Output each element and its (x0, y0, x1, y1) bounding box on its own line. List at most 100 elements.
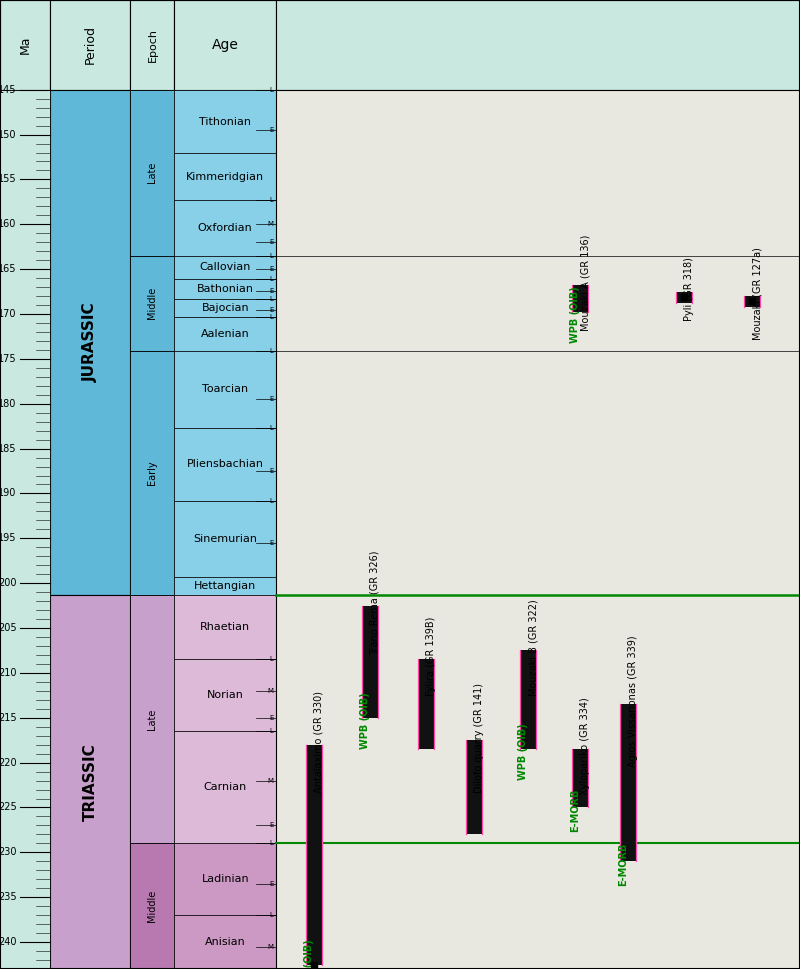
Text: 220: 220 (0, 758, 17, 767)
Bar (174, 843, 276, 915)
Text: Trano Rema (GR 326): Trano Rema (GR 326) (370, 550, 380, 655)
Text: 200: 200 (0, 578, 17, 588)
Text: WPB (OIB): WPB (OIB) (304, 939, 314, 969)
Text: Mouzaki B (GR 322): Mouzaki B (GR 322) (528, 600, 538, 696)
Text: 170: 170 (0, 309, 17, 319)
Text: Pyli (GR 318): Pyli (GR 318) (684, 257, 694, 321)
Bar (0, 0, 50, 90)
Text: Bathonian: Bathonian (197, 284, 254, 294)
Text: E: E (270, 881, 274, 887)
Text: E: E (270, 540, 274, 546)
Text: Hettangian: Hettangian (194, 580, 256, 591)
Text: Tithonian: Tithonian (199, 116, 251, 127)
Text: 190: 190 (0, 488, 17, 498)
Text: Late: Late (147, 162, 158, 183)
Text: Epoch: Epoch (147, 28, 158, 62)
Text: Ma: Ma (18, 36, 32, 54)
Bar (276, 90, 800, 969)
Text: E: E (270, 396, 274, 402)
Bar (174, 298, 276, 317)
Text: 240: 240 (0, 937, 17, 947)
Text: WPB (OIB): WPB (OIB) (360, 692, 370, 749)
Bar (174, 90, 276, 153)
Text: Toarcian: Toarcian (202, 385, 248, 394)
Text: L: L (270, 498, 274, 504)
Bar (130, 595, 174, 843)
Text: 230: 230 (0, 847, 17, 858)
Text: L: L (270, 296, 274, 301)
Bar (50, 90, 130, 595)
Bar (418, 660, 434, 749)
Text: L: L (270, 276, 274, 282)
Text: L: L (270, 425, 274, 431)
Text: Xylopariko (GR 334): Xylopariko (GR 334) (580, 698, 590, 796)
Bar (174, 501, 276, 577)
Bar (174, 200, 276, 256)
Text: L: L (270, 729, 274, 735)
Text: E: E (270, 306, 274, 313)
Bar (174, 0, 276, 90)
Text: E-MORB: E-MORB (570, 789, 580, 831)
Text: 180: 180 (0, 399, 17, 409)
Text: E: E (270, 468, 274, 474)
Text: Late: Late (147, 708, 158, 730)
Text: 205: 205 (0, 623, 17, 633)
Text: Callovian: Callovian (199, 263, 251, 272)
Text: 160: 160 (0, 219, 17, 230)
Text: M: M (267, 688, 274, 694)
Bar (130, 0, 174, 90)
Text: E: E (270, 127, 274, 133)
Bar (174, 279, 276, 298)
Text: Early: Early (147, 460, 158, 485)
Bar (174, 428, 276, 501)
Bar (466, 740, 482, 834)
Text: Fylira (GR 139B): Fylira (GR 139B) (426, 617, 437, 697)
Text: L: L (270, 197, 274, 203)
Text: WPB (OIB): WPB (OIB) (570, 287, 580, 343)
Text: Norian: Norian (206, 690, 244, 701)
Bar (130, 843, 174, 969)
Text: Aalenian: Aalenian (201, 328, 250, 339)
Text: E: E (270, 823, 274, 828)
Bar (174, 732, 276, 843)
Bar (744, 297, 760, 307)
Bar (174, 256, 276, 279)
Bar (572, 749, 588, 807)
Bar (174, 595, 276, 660)
Text: E: E (270, 239, 274, 245)
Text: 185: 185 (0, 444, 17, 453)
Text: L: L (270, 656, 274, 663)
Text: Middle: Middle (147, 891, 158, 922)
Bar (174, 317, 276, 351)
Text: E: E (270, 266, 274, 272)
Text: Dilofo quarry (GR 141): Dilofo quarry (GR 141) (474, 682, 483, 793)
Bar (572, 285, 588, 312)
Text: Age: Age (212, 38, 238, 52)
Text: Sinemurian: Sinemurian (194, 534, 258, 544)
Bar (362, 606, 378, 718)
Text: 210: 210 (0, 668, 17, 678)
Text: M: M (267, 221, 274, 228)
Text: 235: 235 (0, 892, 17, 902)
Text: Mouzaki A (GR 136): Mouzaki A (GR 136) (580, 234, 590, 330)
Text: L: L (270, 86, 274, 93)
Text: 195: 195 (0, 533, 17, 544)
Bar (130, 90, 174, 256)
Text: 175: 175 (0, 354, 17, 364)
Text: 145: 145 (0, 84, 17, 95)
Text: Carnian: Carnian (203, 782, 247, 793)
Bar (50, 0, 130, 90)
Text: M: M (267, 777, 274, 784)
Bar (130, 256, 174, 351)
Bar (174, 660, 276, 732)
Text: 225: 225 (0, 802, 17, 812)
Text: E: E (270, 288, 274, 294)
Text: Mouzaki (GR 127a): Mouzaki (GR 127a) (752, 247, 762, 340)
Bar (174, 915, 276, 969)
Text: E-MORB: E-MORB (618, 842, 628, 886)
Bar (276, 0, 800, 90)
Text: TRIASSIC: TRIASSIC (83, 743, 98, 821)
Text: E: E (270, 715, 274, 721)
Text: JURASSIC: JURASSIC (83, 302, 98, 382)
Bar (174, 351, 276, 428)
